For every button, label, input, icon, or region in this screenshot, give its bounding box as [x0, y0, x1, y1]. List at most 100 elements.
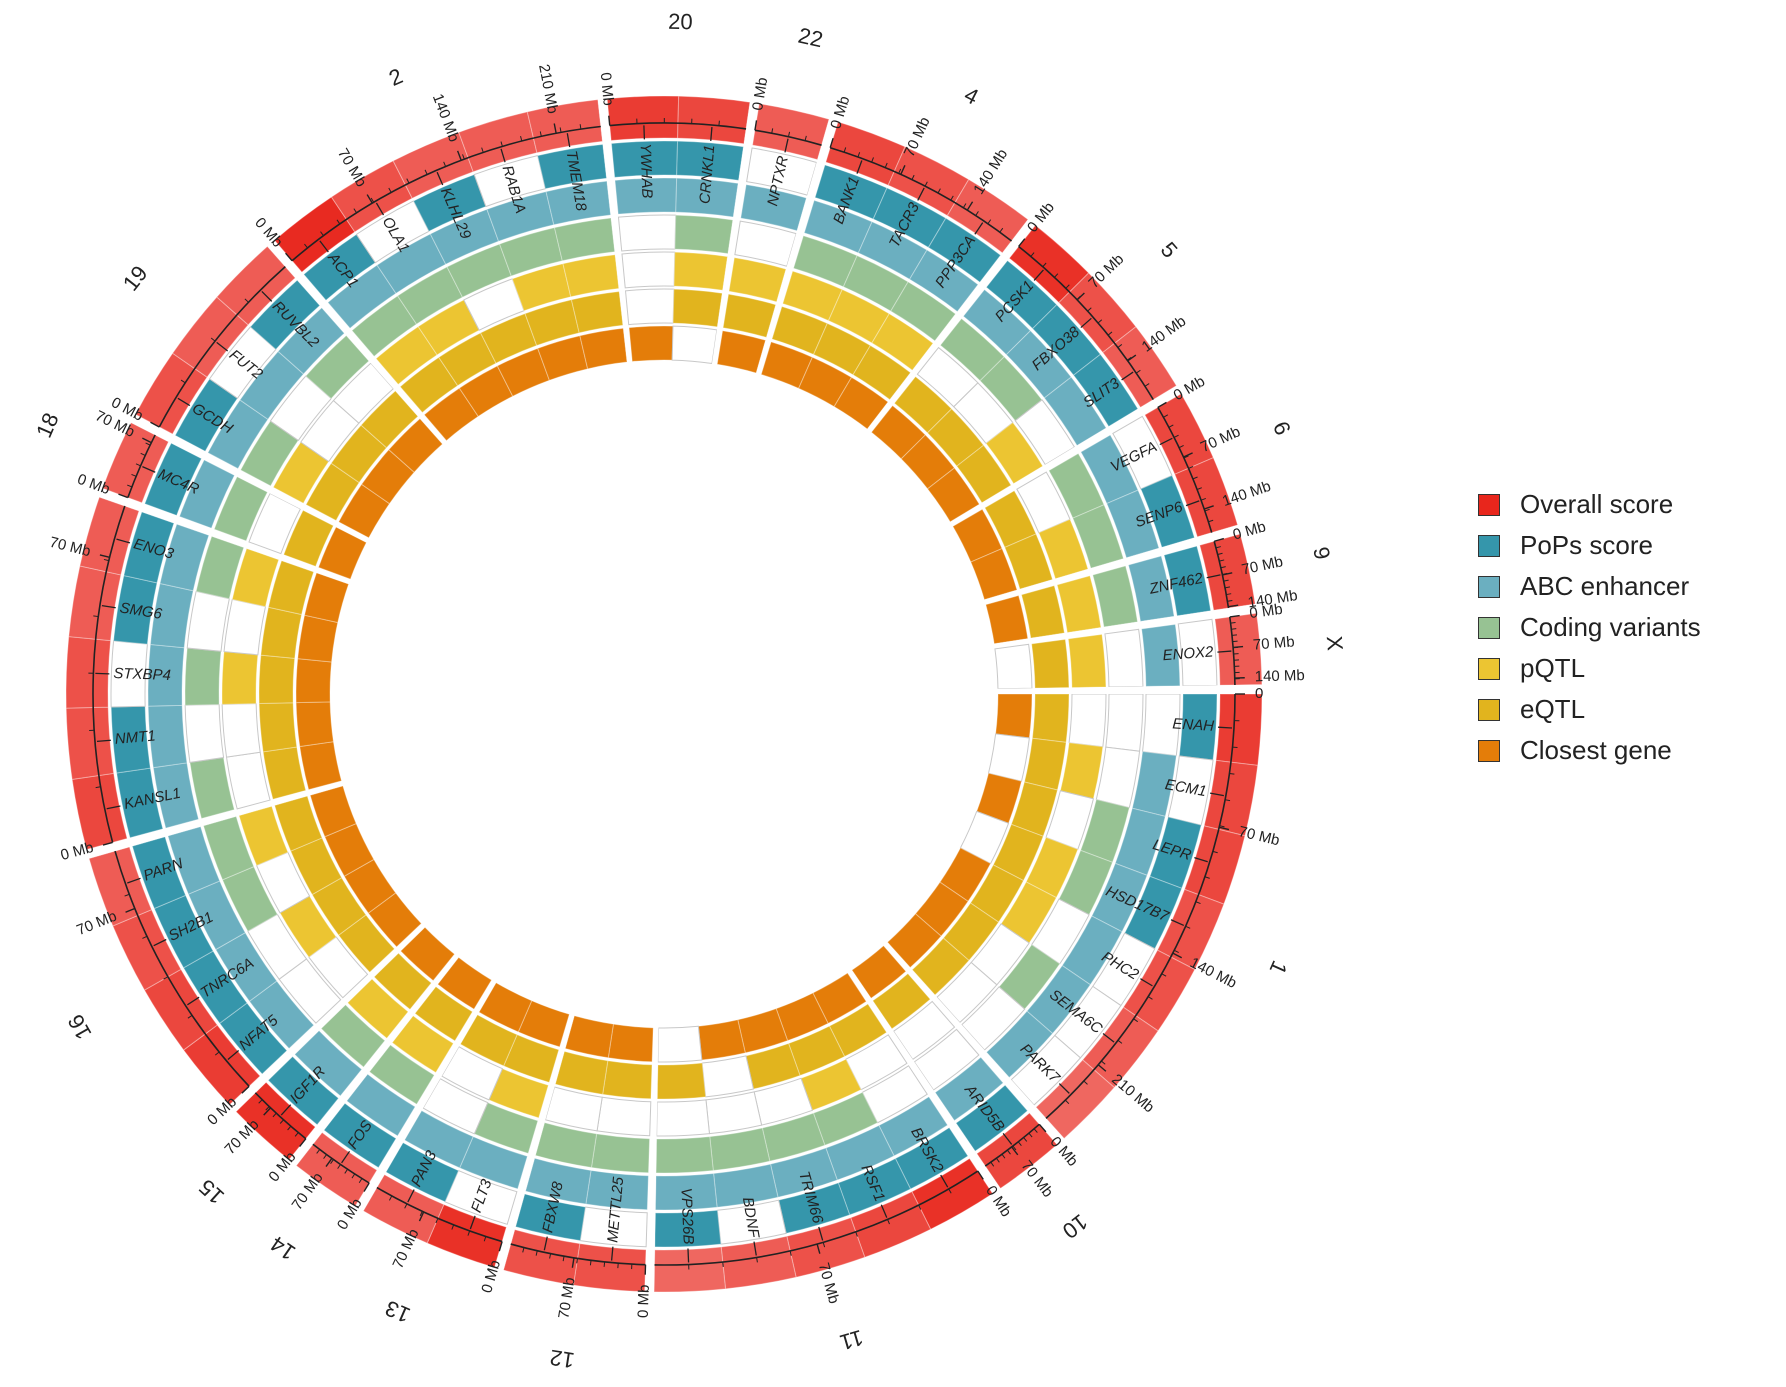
segment-gap — [796, 197, 815, 234]
minor-tick-15 — [279, 1119, 284, 1124]
segment-gap — [395, 922, 426, 952]
cell-park7-closest — [886, 913, 942, 969]
segment-gap — [269, 486, 305, 510]
cell-tacr3-abc — [857, 221, 928, 280]
cell-enah-eqtl — [1031, 693, 1070, 743]
gene-tick-mettl25 — [610, 1246, 614, 1261]
cell-bank1-closest — [760, 341, 814, 390]
cell-fbxo38-eqtl — [926, 408, 985, 467]
cell-arid5b-coding — [913, 1028, 980, 1091]
cell-nptxr-abc — [740, 184, 808, 232]
cell-phc2-overall — [1122, 949, 1196, 1032]
gene-tick-arid5b — [1002, 1132, 1013, 1145]
tick-17-1 — [99, 554, 110, 558]
minor-tick-11 — [822, 1242, 826, 1248]
cell-nptxr-eqtl — [722, 293, 777, 339]
segment-gap — [1044, 446, 1080, 472]
tick-20-0 — [608, 115, 611, 126]
cell-pcsk1-coding — [939, 317, 1005, 382]
gene-tick-rab1a — [500, 148, 506, 163]
minor-tick-6 — [1178, 445, 1184, 449]
gene-tick-ecm1 — [1209, 792, 1224, 797]
cell-tmem18-overall — [526, 99, 604, 154]
segment-gap — [1028, 1106, 1065, 1146]
gene-tick-fbxw8 — [543, 1236, 548, 1251]
cell-hsd17b7-abc — [1091, 862, 1148, 933]
minor-tick-15 — [265, 1106, 270, 1111]
segment-gap — [980, 1051, 1010, 1084]
minor-tick-16 — [124, 893, 130, 897]
cell-rab1a-coding — [498, 227, 563, 277]
tick-11-0 — [977, 1170, 984, 1180]
cell-flt3-overall — [426, 1203, 507, 1269]
tick-4-1 — [900, 165, 906, 175]
cell-mettl25-closest — [607, 1023, 654, 1063]
segment-gap — [394, 385, 423, 418]
chr-label-5: 5 — [1156, 237, 1183, 263]
gene-label-enox2: ENOX2 — [1162, 643, 1215, 664]
cell-nptxr-pqtl — [728, 257, 787, 303]
chr-label-12: 12 — [548, 1345, 576, 1373]
cell-enox2-eqtl — [1031, 638, 1070, 689]
minor-tick-5 — [1042, 262, 1047, 268]
cell-lepr-eqtl — [1010, 781, 1059, 837]
minor-tick-2 — [370, 197, 375, 203]
legend-label-abc-enhancer: ABC enhancer — [1520, 571, 1690, 601]
segment-gap — [996, 688, 1033, 694]
segment-gap — [170, 434, 207, 459]
minor-tick-16 — [142, 935, 148, 939]
gene-tick-park7 — [1058, 1083, 1070, 1094]
tick-label-11-0: 0 Mb — [982, 1183, 1015, 1220]
segment-gap — [817, 118, 839, 164]
chr-arc-x — [1228, 616, 1236, 686]
minor-tick-4 — [999, 227, 1004, 233]
segment-gap — [210, 528, 248, 548]
cell-smg6-abc — [149, 582, 194, 649]
gene-tick-flt3 — [469, 1215, 476, 1230]
cell-enox2-abc — [1141, 623, 1181, 687]
cell-crnkl1-eqtl — [672, 288, 723, 328]
legend-item-eqtl: eQTL — [1478, 689, 1701, 730]
minor-tick-11 — [918, 1204, 922, 1210]
minor-tick-18 — [140, 452, 146, 456]
cell-enah-coding — [1105, 693, 1144, 752]
legend-item-pops-score: PoPs score — [1478, 525, 1701, 566]
legend-label-pops-score: PoPs score — [1520, 530, 1653, 560]
segment-gap — [362, 1039, 391, 1073]
gene-tick-ruvbl2 — [261, 291, 273, 302]
gene-tick-sh2b1 — [153, 938, 167, 947]
cell-bdnf-abc — [713, 1163, 779, 1208]
cell-ola1-coding — [396, 266, 464, 325]
gene-tick-enox2 — [1217, 650, 1232, 653]
cell-crnkl1-pops — [676, 140, 745, 181]
segment-gap — [717, 292, 729, 329]
tick-4-0 — [829, 137, 834, 148]
gene-tick-mc4r — [142, 466, 156, 473]
cell-acp1-closest — [423, 387, 479, 442]
tick-label-5-2: 140 Mb — [1139, 313, 1190, 356]
segment-gap — [271, 790, 309, 806]
minor-tick-18 — [145, 442, 151, 446]
chr-arc-22 — [754, 129, 822, 146]
segment-gap — [1139, 616, 1177, 630]
cell-bank1-coding — [792, 235, 858, 288]
segment-gap — [316, 1097, 346, 1131]
minor-tick-12 — [522, 1247, 525, 1253]
minor-tick-4 — [987, 219, 992, 225]
segment-gap — [175, 516, 213, 536]
segment-gap — [1139, 385, 1183, 416]
chr-label-19: 19 — [118, 261, 153, 296]
cell-ruvbl2-abc — [277, 307, 346, 375]
segment-gap — [1196, 524, 1242, 546]
minor-tick-6 — [1188, 465, 1194, 469]
tick-9-2 — [1228, 604, 1239, 608]
cell-nmt1-coding — [184, 703, 225, 763]
minor-tick-14 — [337, 1164, 341, 1169]
minor-tick-4 — [924, 181, 928, 187]
cell-slit3-pops — [1072, 353, 1139, 428]
tick-label-4-1: 70 Mb — [901, 115, 934, 160]
minor-tick-14 — [330, 1159, 334, 1164]
minor-tick-5 — [1087, 307, 1092, 312]
cell-stxbp4-overall — [65, 636, 112, 709]
